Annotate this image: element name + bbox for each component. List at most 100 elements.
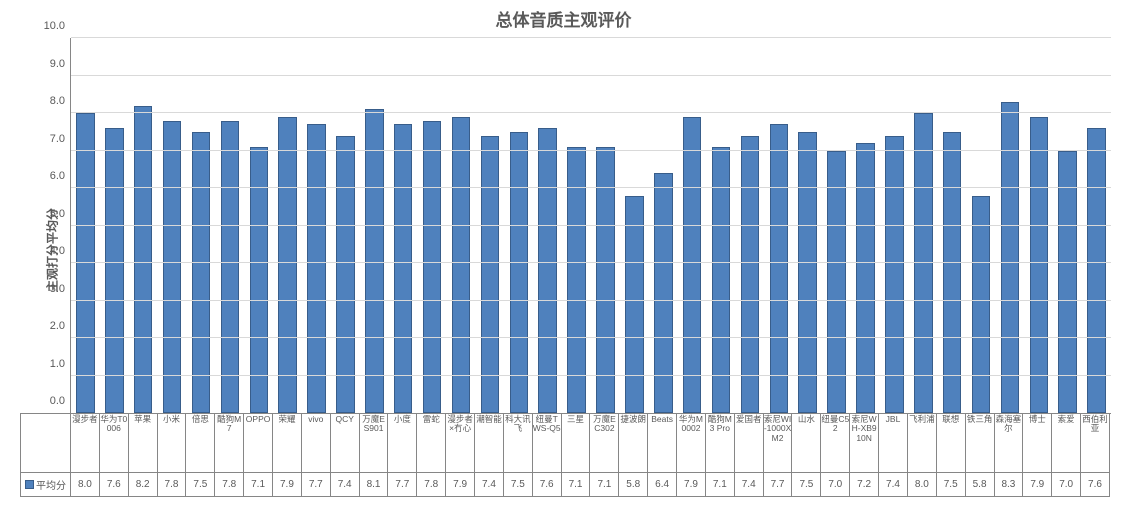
bar-slot: [71, 38, 100, 413]
data-table-value: 7.4: [330, 473, 360, 497]
data-table-value: 7.8: [416, 473, 446, 497]
data-table-value: 8.1: [359, 473, 389, 497]
bar-slot: [880, 38, 909, 413]
y-tick-label: 1.0: [50, 358, 65, 370]
bar-slot: [475, 38, 504, 413]
bar-slot: [1024, 38, 1053, 413]
bar-slot: [360, 38, 389, 413]
bar-slot: [244, 38, 273, 413]
data-table-value: 7.9: [1022, 473, 1052, 497]
data-table-value: 7.1: [705, 473, 735, 497]
bar-slot: [504, 38, 533, 413]
data-table-value: 7.5: [791, 473, 821, 497]
bar: [770, 124, 788, 413]
chart-container: 总体音质主观评价 主观打分平均分 0.01.02.03.04.05.06.07.…: [0, 0, 1127, 529]
x-axis-category-label: OPPO: [243, 413, 273, 473]
bar: [481, 136, 499, 414]
bar-slot: [215, 38, 244, 413]
grid-line: [71, 187, 1111, 188]
grid-line: [71, 225, 1111, 226]
x-axis-category-label: 酷狗M7: [214, 413, 244, 473]
x-axis-category-label: 小度: [387, 413, 417, 473]
bar: [192, 132, 210, 413]
x-axis-category-label: 荣耀: [272, 413, 302, 473]
data-table-value: 7.8: [214, 473, 244, 497]
x-axis-category-label: 联想: [936, 413, 966, 473]
series-name-label: 平均分: [36, 477, 66, 492]
y-tick-label: 3.0: [50, 283, 65, 295]
bar: [278, 117, 296, 413]
grid-line: [71, 375, 1111, 376]
series-header-spacer: [20, 413, 70, 473]
x-axis-category-label: 漫步者: [70, 413, 100, 473]
data-table-value: 7.9: [445, 473, 475, 497]
bar-slot: [302, 38, 331, 413]
bar-slot: [100, 38, 129, 413]
bar-slot: [1053, 38, 1082, 413]
bar: [307, 124, 325, 413]
x-axis-category-label: 科大讯飞: [503, 413, 533, 473]
bar-slot: [764, 38, 793, 413]
data-table-value: 7.4: [878, 473, 908, 497]
bar-slot: [418, 38, 447, 413]
data-table-value: 5.8: [965, 473, 995, 497]
bar-slot: [851, 38, 880, 413]
data-table-value: 7.7: [387, 473, 417, 497]
data-table-value: 7.0: [820, 473, 850, 497]
bar-slot: [591, 38, 620, 413]
y-tick-label: 2.0: [50, 320, 65, 332]
bar-slot: [533, 38, 562, 413]
bar-slot: [996, 38, 1025, 413]
grid-line: [71, 262, 1111, 263]
grid-line: [71, 75, 1111, 76]
x-axis-category-label: 纽曼TWS-Q5: [532, 413, 562, 473]
bar: [741, 136, 759, 414]
data-table-series-cell: 平均分: [20, 473, 70, 497]
x-axis-category-label: 小米: [157, 413, 187, 473]
x-axis-category-label: 纽曼C52: [820, 413, 850, 473]
bar: [510, 132, 528, 413]
legend-swatch-icon: [25, 480, 34, 489]
grid-line: [71, 337, 1111, 338]
data-table-value: 7.6: [532, 473, 562, 497]
bar-slot: [331, 38, 360, 413]
plot-area: 0.01.02.03.04.05.06.07.08.09.010.0: [70, 38, 1111, 414]
bar-slot: [158, 38, 187, 413]
x-axis-category-label: 山水: [791, 413, 821, 473]
bar: [538, 128, 556, 413]
chart-title: 总体音质主观评价: [0, 6, 1127, 31]
bar-slot: [562, 38, 591, 413]
grid-line: [71, 37, 1111, 38]
bar-slot: [447, 38, 476, 413]
bar-slot: [678, 38, 707, 413]
x-axis-category-label: vivo: [301, 413, 331, 473]
y-tick-label: 9.0: [50, 58, 65, 70]
bars-group: [71, 38, 1111, 413]
x-axis-labels-row: 漫步者华为T0006苹果小米倍思酷狗M7OPPO荣耀vivoQCY万魔ES901…: [70, 413, 1110, 473]
x-axis-category-label: 索尼WH-XB910N: [849, 413, 879, 473]
x-axis-category-label: 酷狗M3 Pro: [705, 413, 735, 473]
data-table-value: 7.5: [936, 473, 966, 497]
bar-slot: [735, 38, 764, 413]
data-table-value: 8.0: [907, 473, 937, 497]
data-table-value: 7.9: [272, 473, 302, 497]
y-tick-label: 7.0: [50, 133, 65, 145]
bar-slot: [967, 38, 996, 413]
bar: [972, 196, 990, 414]
data-table-value: 8.0: [70, 473, 100, 497]
bar: [1087, 128, 1105, 413]
bar-slot: [129, 38, 158, 413]
x-axis-category-label: 飞利浦: [907, 413, 937, 473]
bar: [423, 121, 441, 414]
bar-slot: [938, 38, 967, 413]
bar: [163, 121, 181, 414]
data-table-value: 7.9: [676, 473, 706, 497]
x-axis-category-label: 潮智能: [474, 413, 504, 473]
y-tick-label: 6.0: [50, 170, 65, 182]
x-axis-category-label: 万魔ES901: [359, 413, 389, 473]
x-axis-category-label: 捷波朗: [618, 413, 648, 473]
x-axis-category-label: 索尼WI-1000XM2: [763, 413, 793, 473]
x-axis-category-label: 万魔EC302: [589, 413, 619, 473]
bar: [134, 106, 152, 414]
x-axis-category-label: 爱国者: [734, 413, 764, 473]
